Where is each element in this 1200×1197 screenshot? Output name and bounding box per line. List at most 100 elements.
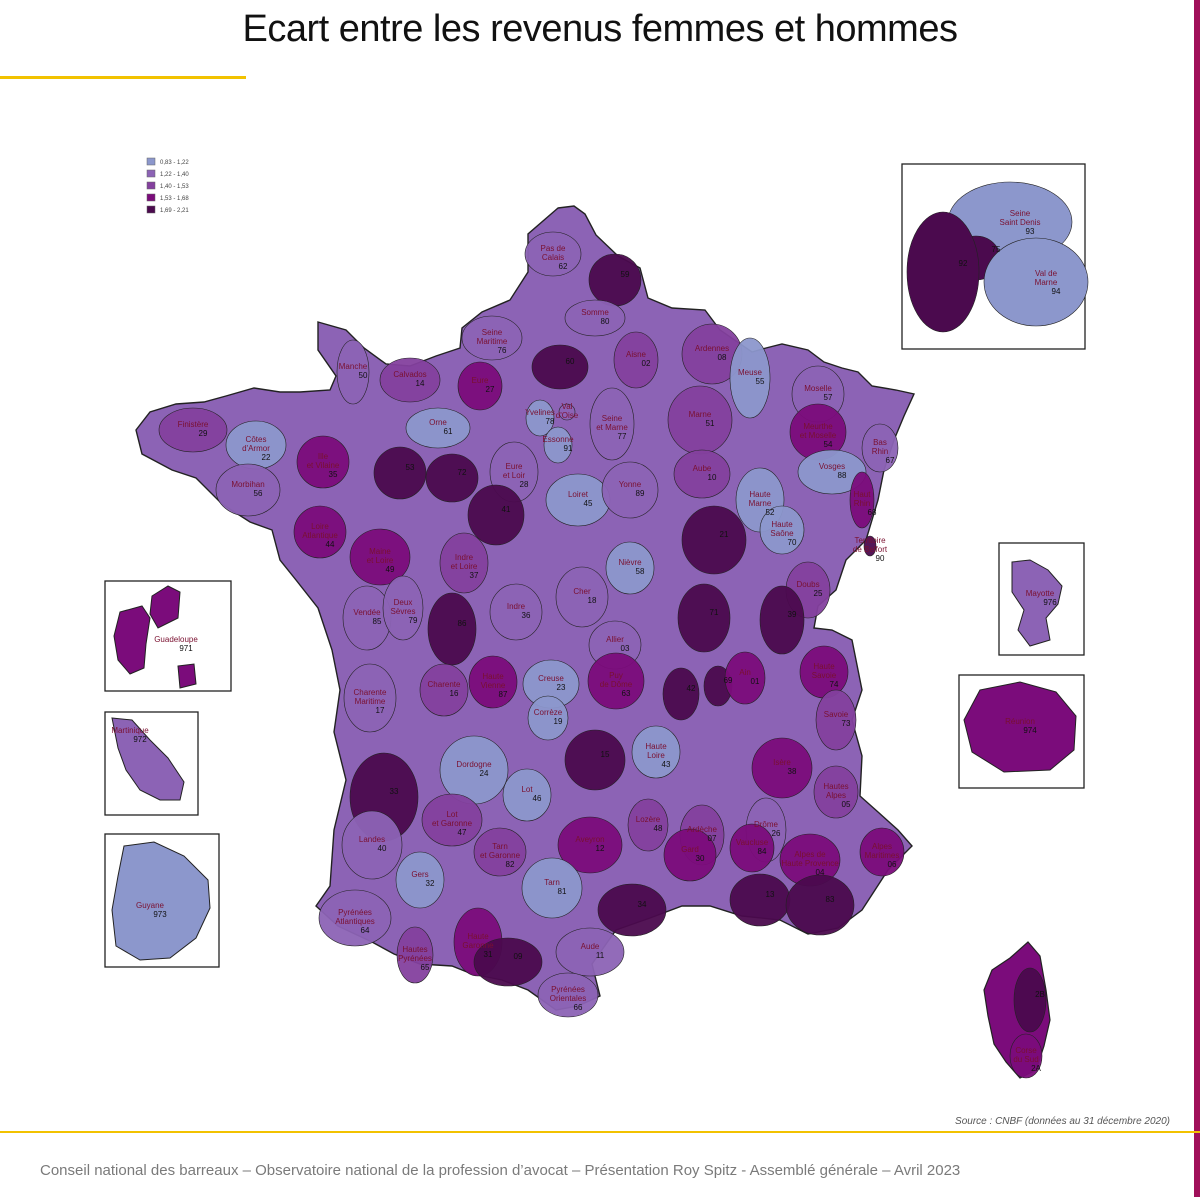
- department-label-22-name: Côtes: [246, 435, 267, 444]
- department-label-44: Loire Atlantique 44: [302, 522, 338, 549]
- department-label-51-number: 51: [706, 419, 715, 428]
- department-label-79: Deux Sèvres 79: [391, 598, 418, 625]
- department-label-91-number: 91: [564, 444, 573, 453]
- department-label-07-number: 07: [708, 834, 717, 843]
- department-label-29: Finistère 29: [178, 420, 209, 438]
- department-label-36-number: 36: [522, 611, 531, 620]
- department-label-91-name: Essonne: [542, 435, 574, 444]
- department-label-65-number: 65: [421, 963, 430, 972]
- overseas-label-971-name: Guadeloupe: [154, 635, 198, 644]
- department-label-32-name: Gers: [411, 870, 428, 879]
- department-label-74-number: 74: [830, 680, 839, 689]
- department-label-44-number: 44: [326, 540, 335, 549]
- department-label-21: 21: [720, 530, 729, 539]
- department-label-49-name: Maine: [369, 547, 391, 556]
- footer-text: Conseil national des barreaux – Observat…: [40, 1162, 961, 1179]
- department-label-49: Maine et Loire 49: [367, 547, 395, 574]
- department-44: [293, 505, 347, 559]
- department-label-60-number: 60: [566, 357, 575, 366]
- department-label-55: Meuse 55: [738, 368, 765, 386]
- department-label-37-name: Indre: [455, 553, 474, 562]
- department-label-28-number: 28: [520, 480, 529, 489]
- paris-label-94-number: 94: [1052, 287, 1061, 296]
- department-label-24-name: Dordogne: [456, 760, 492, 769]
- department-06: [859, 827, 905, 877]
- department-label-76-number: 76: [498, 346, 507, 355]
- department-label-70: Haute Saône 70: [770, 520, 797, 547]
- department-label-81: Tarn 81: [544, 878, 567, 896]
- department-label-32-number: 32: [426, 879, 435, 888]
- department-label-31-name: Haute: [467, 932, 489, 941]
- department-label-62: Pas de Calais 62: [541, 244, 568, 271]
- department-63: [587, 652, 645, 710]
- department-label-90-name: Territoire: [854, 536, 886, 545]
- department-label-04-number: 04: [816, 868, 825, 877]
- department-label-82-name: et Garonne: [480, 851, 521, 860]
- department-label-40-name: Landes: [359, 835, 385, 844]
- department-label-53-number: 53: [406, 463, 415, 472]
- department-label-82-name: Tarn: [492, 842, 508, 851]
- department-label-31-name: Garonne: [462, 941, 494, 950]
- choropleth-map: 0,83 - 1,22 1,22 - 1,40 1,40 - 1,53 1,53…: [104, 157, 1089, 1079]
- department-label-58: Nièvre 58: [618, 558, 645, 576]
- department-label-73: Savoie 73: [824, 710, 851, 728]
- department-label-54-name: Meurthe: [803, 422, 833, 431]
- department-label-56: Morbihan 56: [231, 480, 264, 498]
- department-label-73-number: 73: [842, 719, 851, 728]
- department-label-60: 60: [566, 357, 575, 366]
- department-19: [527, 695, 569, 741]
- department-47: [421, 793, 483, 847]
- department-label-45-number: 45: [584, 499, 593, 508]
- department-label-49-name: et Loire: [367, 556, 394, 565]
- department-label-13-number: 13: [766, 890, 775, 899]
- department-label-72: 72: [458, 468, 467, 477]
- legend-label: 1,40 - 1,53: [160, 184, 189, 190]
- department-label-81-number: 81: [558, 887, 567, 896]
- department-50: [336, 339, 370, 405]
- department-16: [419, 663, 469, 717]
- department-label-79-number: 79: [409, 616, 418, 625]
- department-label-88-name: Vosges: [819, 462, 845, 471]
- department-label-84: Vaucluse 84: [736, 838, 769, 856]
- overseas-label-974-number: 974: [1023, 726, 1037, 735]
- department-73: [815, 689, 857, 751]
- department-label-41: 41: [502, 505, 511, 514]
- department-label-86-number: 86: [458, 619, 467, 628]
- department-label-09-number: 09: [514, 952, 523, 961]
- department-label-74: Haute Savoie 74: [812, 662, 839, 689]
- department-label-12: Aveyron 12: [575, 835, 605, 853]
- department-68: [849, 471, 875, 529]
- department-label-74-name: Haute: [813, 662, 835, 671]
- department-label-23-number: 23: [557, 683, 566, 692]
- overseas-971: [113, 585, 197, 689]
- department-32: [395, 851, 445, 909]
- department-34: [597, 883, 667, 937]
- department-21: [681, 505, 747, 575]
- department-label-52: Haute Marne 52: [749, 490, 775, 517]
- department-label-81-name: Tarn: [544, 878, 560, 887]
- department-label-41-number: 41: [502, 505, 511, 514]
- overseas-label-972-name: Martinique: [111, 726, 149, 735]
- department-label-29-name: Finistère: [178, 420, 209, 429]
- department-label-76-name: Maritime: [477, 337, 508, 346]
- department-label-84-number: 84: [758, 847, 767, 856]
- department-label-28: Eure et Loir 28: [503, 462, 529, 489]
- paris-label-93-name: Seine: [1010, 209, 1031, 218]
- department-label-63: Puy de Dôme 63: [600, 671, 633, 698]
- department-label-27: Eure 27: [472, 376, 495, 394]
- overseas-label-972-number: 972: [133, 735, 147, 744]
- department-label-52-name: Marne: [749, 499, 772, 508]
- department-label-54-number: 54: [824, 440, 833, 449]
- department-label-46-name: Lot: [521, 785, 533, 794]
- department-label-46: Lot46: [521, 785, 542, 803]
- department-label-36: Indre 36: [507, 602, 531, 620]
- department-label-11: Aude 11: [581, 942, 605, 960]
- department-label-02: Aisne 02: [626, 350, 651, 368]
- department-86: [427, 592, 477, 666]
- legend-label: 1,53 - 1,68: [160, 196, 189, 202]
- department-label-64-name: Pyrénées: [338, 908, 372, 917]
- department-09: [473, 937, 543, 987]
- department-70: [759, 505, 805, 555]
- overseas-974: [963, 681, 1077, 773]
- department-label-58-number: 58: [636, 567, 645, 576]
